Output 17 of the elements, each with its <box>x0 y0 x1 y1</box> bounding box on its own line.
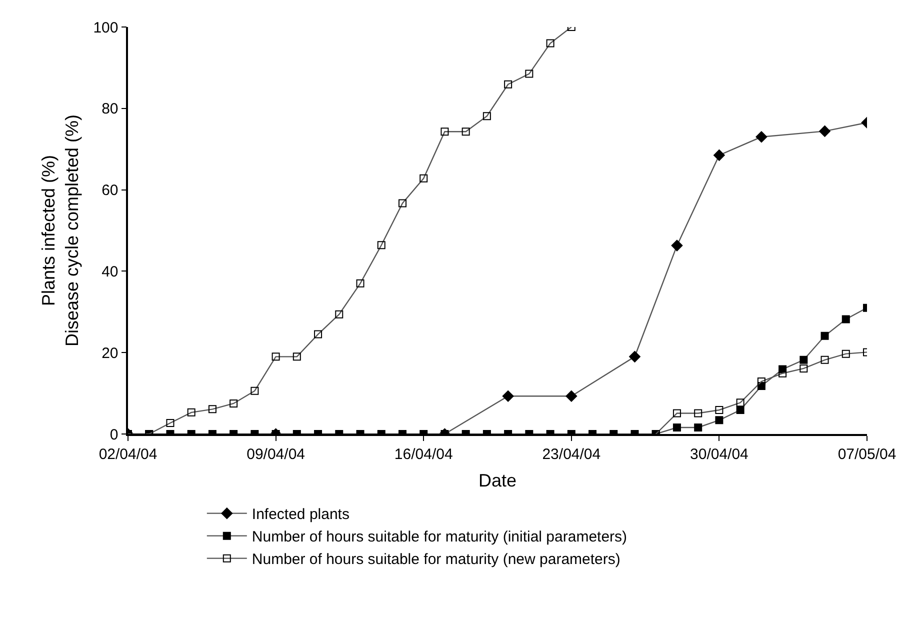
legend-label: Number of hours suitable for maturity (initial parameters) <box>252 528 628 546</box>
legend-label: Number of hours suitable for maturity (new parameters) <box>252 551 620 568</box>
y-tick-label: 100 <box>93 19 118 36</box>
x-tick-label: 02/04/04 <box>98 446 158 463</box>
y-tick-label: 20 <box>102 344 118 362</box>
y-tick-label: 40 <box>102 263 118 280</box>
x-tick-label: 16/04/04 <box>394 446 453 463</box>
x-axis-title: Date <box>478 470 517 490</box>
y-tick-label: 80 <box>102 100 118 118</box>
x-tick-label: 30/04/04 <box>690 446 748 463</box>
x-tick-label: 09/04/04 <box>246 446 305 463</box>
x-tick-label: 23/04/04 <box>542 446 601 463</box>
y-tick-label: 60 <box>102 182 118 200</box>
y-tick-label: 0 <box>110 426 118 444</box>
legend-label: Infected plants <box>252 506 350 524</box>
y-axis-title: Plants infected (%) Disease cycle completed (%) <box>38 114 82 347</box>
x-tick-label: 07/05/04 <box>838 446 896 463</box>
